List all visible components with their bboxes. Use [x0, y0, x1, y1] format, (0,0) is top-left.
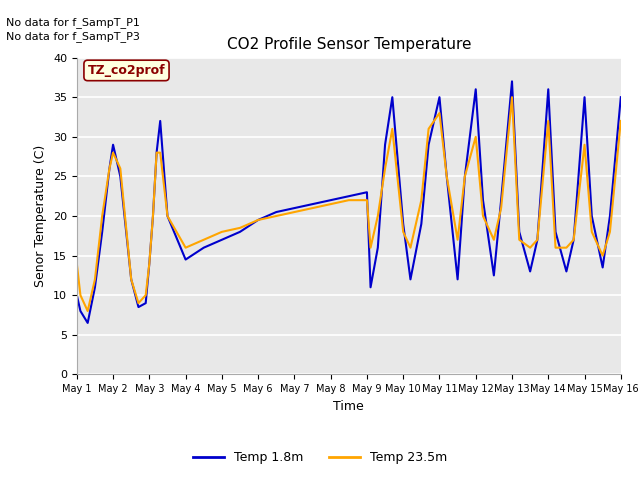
Temp 23.5m	[406, 245, 414, 251]
Temp 1.8m	[508, 79, 516, 84]
Temp 1.8m	[84, 320, 92, 326]
Temp 1.8m	[273, 209, 280, 215]
Legend: Temp 1.8m, Temp 23.5m: Temp 1.8m, Temp 23.5m	[188, 446, 452, 469]
Text: TZ_co2prof: TZ_co2prof	[88, 64, 165, 77]
Title: CO2 Profile Sensor Temperature: CO2 Profile Sensor Temperature	[227, 37, 471, 52]
Temp 1.8m	[515, 229, 523, 235]
Temp 23.5m	[508, 95, 516, 100]
Line: Temp 1.8m: Temp 1.8m	[77, 82, 621, 323]
Temp 1.8m	[406, 276, 414, 282]
Temp 23.5m	[617, 118, 625, 124]
Temp 1.8m	[454, 276, 461, 282]
Temp 23.5m	[77, 292, 84, 298]
Temp 23.5m	[73, 261, 81, 266]
Temp 1.8m	[436, 95, 444, 100]
Line: Temp 23.5m: Temp 23.5m	[77, 97, 621, 311]
Temp 1.8m	[73, 292, 81, 298]
Text: No data for f_SampT_P1: No data for f_SampT_P1	[6, 17, 140, 28]
Text: No data for f_SampT_P3: No data for f_SampT_P3	[6, 31, 140, 42]
Temp 23.5m	[273, 213, 280, 219]
Temp 23.5m	[515, 237, 523, 243]
Temp 23.5m	[84, 308, 92, 314]
Temp 23.5m	[454, 237, 461, 243]
X-axis label: Time: Time	[333, 400, 364, 413]
Y-axis label: Senor Temperature (C): Senor Temperature (C)	[35, 145, 47, 287]
Temp 23.5m	[436, 110, 444, 116]
Temp 1.8m	[617, 95, 625, 100]
Temp 1.8m	[77, 308, 84, 314]
